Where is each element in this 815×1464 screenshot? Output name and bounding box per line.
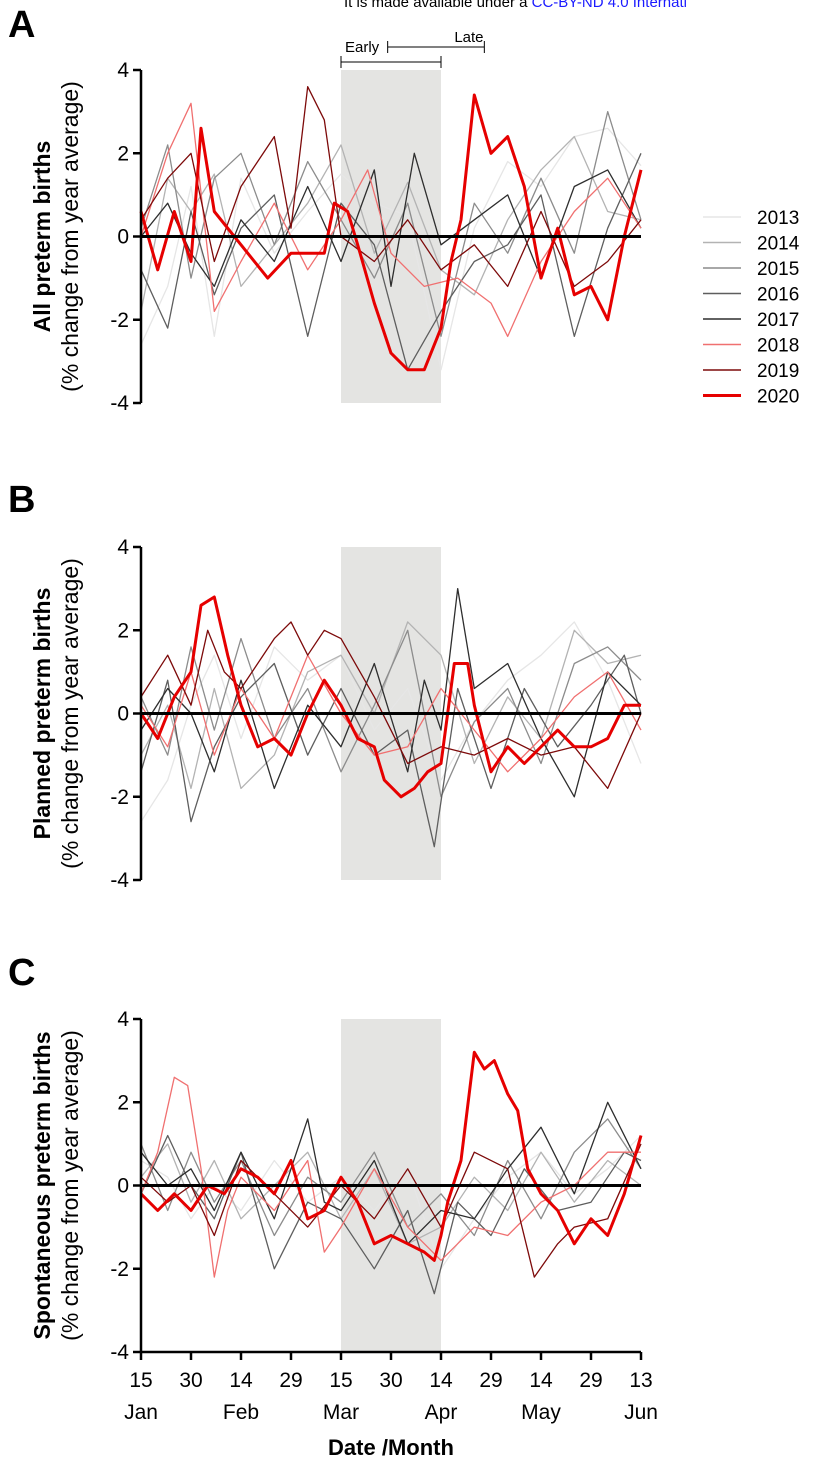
series-line-A-2013 bbox=[140, 127, 642, 371]
y-tick-label-C: 4 bbox=[117, 1008, 129, 1031]
y-tick-label-A: -2 bbox=[110, 309, 129, 332]
x-tick-day-label: 13 bbox=[629, 1369, 652, 1392]
legend-label-2018: 2018 bbox=[757, 336, 799, 357]
series-line-C-2019 bbox=[140, 1143, 642, 1278]
series-line-B-2020 bbox=[139, 595, 641, 799]
legend-label-2015: 2015 bbox=[757, 259, 799, 280]
series-line-C-2018 bbox=[140, 1076, 641, 1278]
series-line-B-2018 bbox=[140, 654, 642, 773]
series-line-B-2015 bbox=[140, 629, 642, 798]
x-tick-month-label: Feb bbox=[223, 1401, 259, 1424]
legend-label-2013: 2013 bbox=[757, 208, 799, 229]
x-tick-month-label: Mar bbox=[323, 1401, 359, 1424]
y-tick-label-B: 2 bbox=[117, 619, 129, 642]
legend-label-2014: 2014 bbox=[757, 234, 800, 255]
legend-label-2016: 2016 bbox=[757, 285, 799, 306]
series-line-B-2016 bbox=[140, 654, 642, 848]
y-tick-label-A: 0 bbox=[117, 226, 129, 249]
series-line-B-2013 bbox=[140, 621, 642, 823]
panel-letter-C: C bbox=[8, 952, 35, 994]
y-tick-label-C: -2 bbox=[110, 1258, 129, 1281]
header-note-text: It is made available under a bbox=[344, 0, 532, 11]
y-axis-title-C: Spontaneous preterm births bbox=[29, 1032, 55, 1340]
y-tick-label-A: -4 bbox=[110, 392, 129, 415]
x-tick-day-label: 29 bbox=[279, 1369, 302, 1392]
y-tick-label-C: 2 bbox=[117, 1091, 129, 1114]
late-label: Late bbox=[454, 29, 483, 46]
x-tick-month-label: May bbox=[521, 1401, 561, 1424]
y-tick-label-B: 0 bbox=[117, 703, 129, 726]
y-tick-label-A: 4 bbox=[117, 59, 129, 82]
license-link[interactable]: CC-BY-ND 4.0 Internati bbox=[531, 0, 687, 11]
panel-letter-B: B bbox=[8, 479, 35, 521]
early-label: Early bbox=[345, 39, 380, 56]
series-line-C-2016 bbox=[140, 1134, 642, 1295]
x-tick-month-label: Jun bbox=[624, 1401, 658, 1424]
y-tick-label-A: 2 bbox=[117, 142, 129, 165]
x-tick-day-label: 30 bbox=[179, 1369, 202, 1392]
x-axis-title: Date /Month bbox=[328, 1435, 454, 1460]
x-tick-day-label: 14 bbox=[529, 1369, 553, 1392]
y-tick-label-C: -4 bbox=[110, 1341, 129, 1364]
series-line-A-2020 bbox=[139, 93, 643, 372]
y-tick-label-B: -2 bbox=[110, 786, 129, 809]
x-tick-day-label: 14 bbox=[429, 1369, 453, 1392]
x-tick-day-label: 30 bbox=[379, 1369, 402, 1392]
y-axis-title-B: Planned preterm births bbox=[29, 588, 55, 840]
y-tick-label-C: 0 bbox=[117, 1175, 129, 1198]
legend-label-2017: 2017 bbox=[757, 310, 799, 331]
legend-label-2020: 2020 bbox=[757, 387, 799, 408]
x-tick-day-label: 29 bbox=[479, 1369, 502, 1392]
series-line-A-2015 bbox=[140, 110, 642, 338]
series-line-A-2014 bbox=[140, 135, 642, 312]
y-axis-subtitle-B: (% change from year average) bbox=[57, 558, 83, 869]
y-tick-label-B: 4 bbox=[117, 536, 129, 559]
y-tick-label-B: -4 bbox=[110, 869, 129, 892]
y-axis-subtitle-A: (% change from year average) bbox=[57, 81, 83, 392]
panel-letter-A: A bbox=[8, 4, 35, 46]
x-tick-month-label: Jan bbox=[124, 1401, 158, 1424]
legend-label-2019: 2019 bbox=[757, 361, 799, 382]
x-tick-month-label: Apr bbox=[425, 1401, 458, 1424]
y-axis-subtitle-C: (% change from year average) bbox=[57, 1030, 83, 1341]
x-tick-day-label: 14 bbox=[229, 1369, 253, 1392]
series-line-A-2018 bbox=[140, 102, 642, 338]
series-line-C-2020 bbox=[139, 1050, 643, 1262]
y-axis-title-A: All preterm births bbox=[29, 141, 55, 333]
x-tick-day-label: 15 bbox=[329, 1369, 352, 1392]
x-tick-day-label: 29 bbox=[579, 1369, 602, 1392]
x-tick-day-label: 15 bbox=[129, 1369, 152, 1392]
header-note: It is made available under a CC-BY-ND 4.… bbox=[344, 0, 687, 11]
